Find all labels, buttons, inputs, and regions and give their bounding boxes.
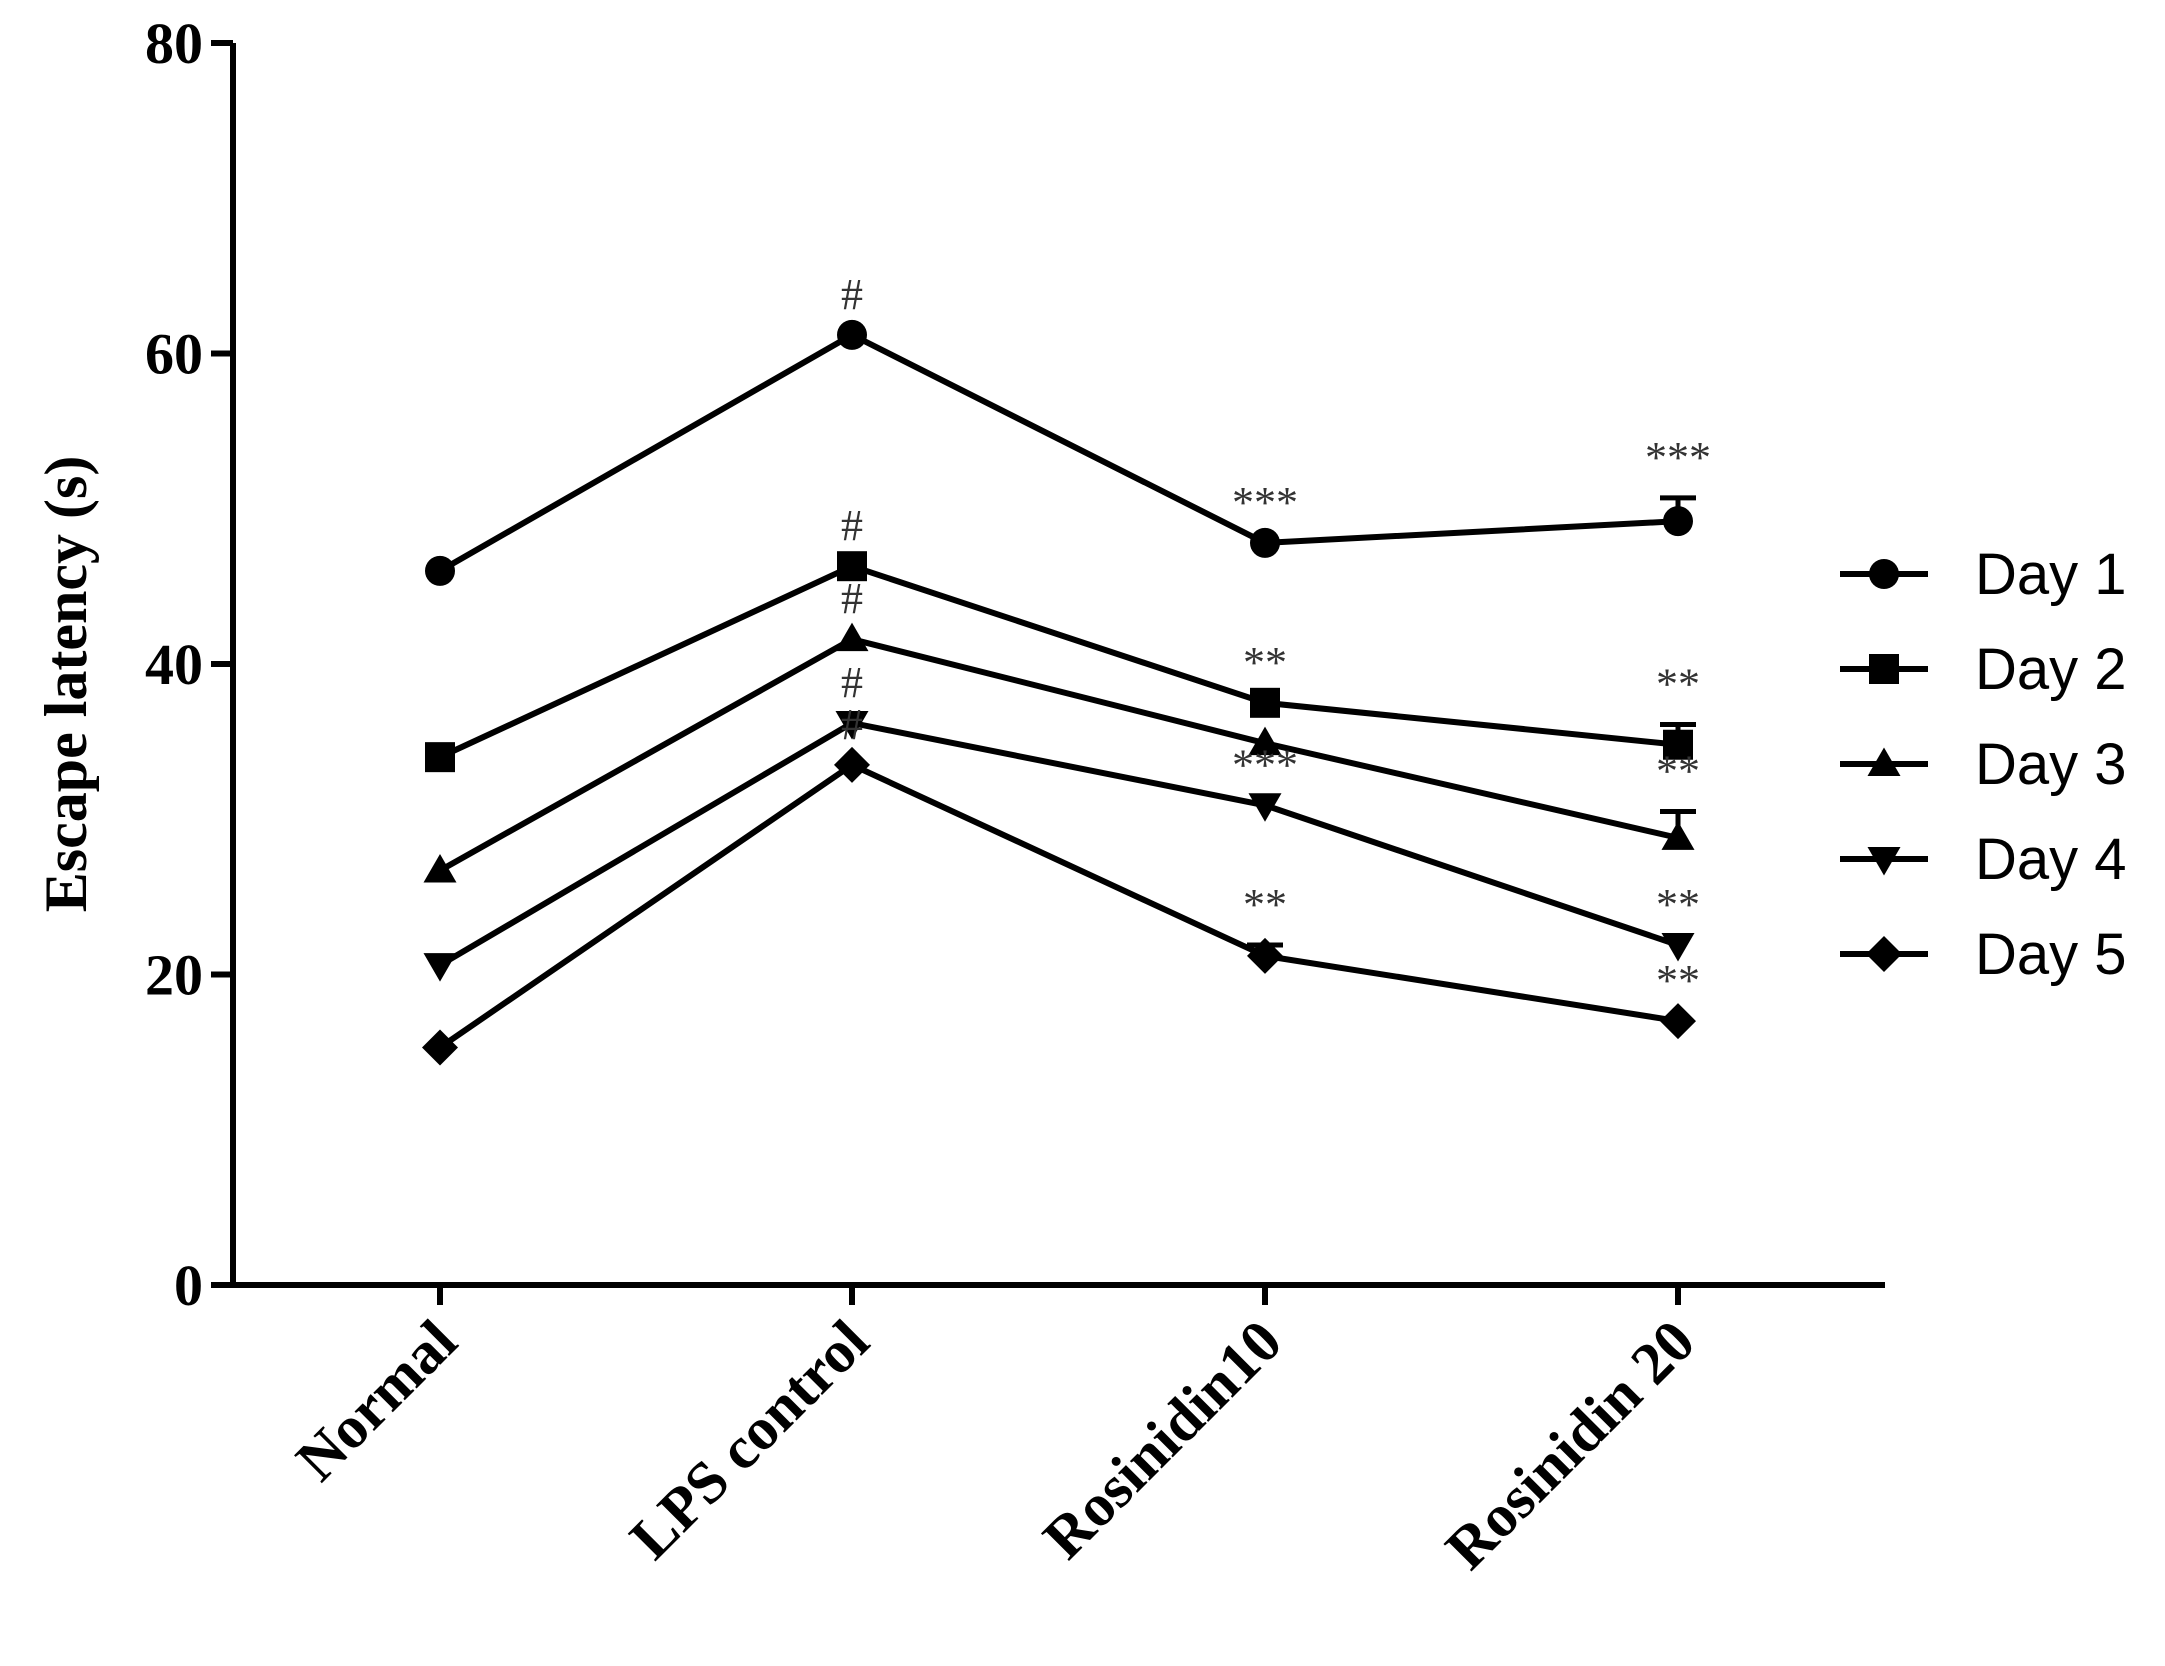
legend-label: Day 5 (1975, 922, 2127, 987)
legend-item: Day 3 (1840, 732, 2127, 797)
legend: Day 1 Day 2 Day 3 Day 4 Day 5 (1840, 542, 2127, 987)
series-day-1 (425, 319, 1696, 586)
series-line (438, 719, 1679, 968)
y-axis-title: Escape latency (s) (33, 456, 99, 913)
significance-label: ** (1656, 660, 1700, 709)
axes: 0 20 40 60 80 Normal LPS control Rosinidin10 Ros… (33, 11, 1885, 1582)
x-tick-label: Normal (283, 1308, 469, 1494)
data-point (834, 746, 870, 783)
data-point (1248, 726, 1282, 756)
legend-marker (1869, 559, 1899, 589)
data-point (837, 551, 867, 582)
significance-label: ** (1243, 880, 1287, 929)
series-layer (422, 319, 1696, 1066)
significance-label: # (841, 574, 863, 623)
series-line (438, 635, 1679, 874)
series-day-2 (425, 551, 1696, 773)
y-tick-label: 80 (145, 11, 203, 76)
data-point (1250, 687, 1280, 718)
legend-label: Day 2 (1975, 637, 2127, 702)
significance-label: ** (1656, 956, 1700, 1005)
significance-label: # (841, 501, 863, 550)
significance-label: # (841, 700, 863, 749)
significance-label: ** (1656, 880, 1700, 929)
series-line (438, 331, 1679, 574)
series-line (438, 562, 1679, 760)
legend-label: Day 3 (1975, 732, 2127, 797)
legend-marker (1869, 654, 1899, 684)
y-tick-label: 40 (145, 632, 203, 697)
data-point (835, 622, 869, 652)
data-point (1663, 506, 1693, 537)
data-point (425, 742, 455, 773)
legend-label: Day 4 (1975, 827, 2127, 892)
significance-label: *** (1645, 433, 1711, 482)
legend-item: Day 5 (1840, 922, 2127, 987)
data-point (423, 953, 457, 982)
data-point (1250, 527, 1280, 558)
significance-label: *** (1232, 740, 1298, 789)
data-point (425, 555, 455, 586)
data-point (1661, 933, 1695, 962)
significance-label: *** (1232, 478, 1298, 527)
data-point (835, 710, 869, 740)
series-day-3 (423, 622, 1696, 883)
legend-item: Day 2 (1840, 637, 2127, 702)
annotations: #####******** ***** **** **** (841, 270, 1711, 1005)
data-point (423, 853, 457, 883)
data-point (1661, 821, 1695, 850)
legend-marker (1866, 936, 1902, 972)
series-day-4 (423, 710, 1695, 982)
legend-label: Day 1 (1975, 542, 2127, 607)
x-tick-label: Rosinidin10 (1031, 1308, 1295, 1572)
significance-label: # (841, 658, 863, 707)
data-point (1660, 1003, 1696, 1040)
data-point (1247, 937, 1283, 974)
legend-item: Day 4 (1840, 827, 2127, 892)
data-point (422, 1029, 458, 1066)
significance-label: # (841, 270, 863, 319)
x-tick-label: LPS control (617, 1308, 881, 1572)
legend-marker (1867, 847, 1901, 876)
legend-item: Day 1 (1840, 542, 2127, 607)
y-tick-label: 0 (174, 1253, 203, 1318)
y-tick-label: 20 (145, 943, 203, 1008)
significance-label: ** (1656, 746, 1700, 795)
legend-marker (1867, 747, 1901, 776)
series-day-5 (422, 746, 1696, 1066)
significance-label: ** (1243, 638, 1287, 687)
series-line (438, 761, 1679, 1050)
y-tick-label: 60 (145, 322, 203, 387)
x-tick-label: Rosinidin 20 (1433, 1308, 1707, 1582)
data-point (1663, 729, 1693, 760)
data-point (1248, 793, 1282, 822)
data-point (837, 319, 867, 350)
